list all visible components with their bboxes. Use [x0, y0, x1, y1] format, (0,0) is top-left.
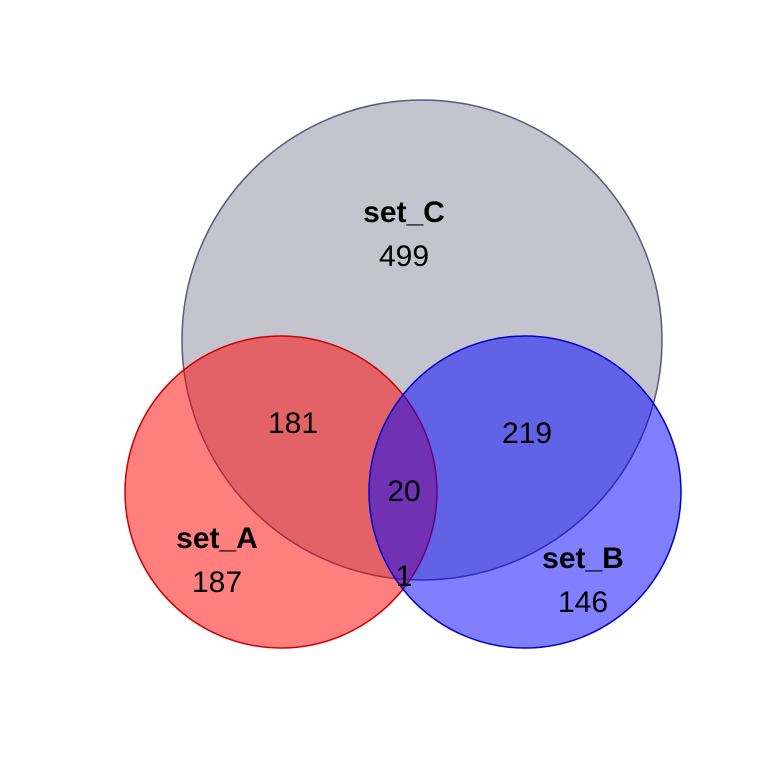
a-b-intersection-count: 1 — [396, 560, 413, 593]
set-a-only-count: 187 — [192, 566, 242, 599]
set-a-label: set_A — [176, 522, 258, 555]
set-c-only-count: 499 — [379, 240, 429, 273]
set-b-label: set_B — [542, 542, 624, 575]
set-b-circle — [369, 336, 681, 648]
set-c-label: set_C — [363, 196, 445, 229]
a-c-intersection-count: 181 — [268, 407, 318, 440]
set-b-only-count: 146 — [558, 586, 608, 619]
set-b-outline — [368, 335, 682, 649]
b-c-intersection-count: 219 — [502, 417, 552, 450]
a-b-c-intersection-count: 20 — [387, 475, 420, 508]
set-a-circle — [125, 336, 437, 648]
